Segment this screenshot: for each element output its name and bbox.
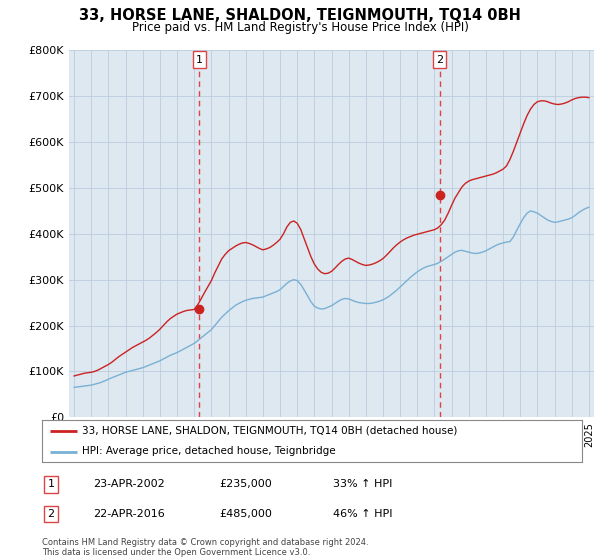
Text: 46% ↑ HPI: 46% ↑ HPI — [333, 509, 392, 519]
Text: Price paid vs. HM Land Registry's House Price Index (HPI): Price paid vs. HM Land Registry's House … — [131, 21, 469, 34]
Text: 23-APR-2002: 23-APR-2002 — [93, 479, 165, 489]
Text: 2: 2 — [47, 509, 55, 519]
Text: £235,000: £235,000 — [219, 479, 272, 489]
Text: 1: 1 — [196, 54, 203, 64]
Text: 33, HORSE LANE, SHALDON, TEIGNMOUTH, TQ14 0BH (detached house): 33, HORSE LANE, SHALDON, TEIGNMOUTH, TQ1… — [83, 426, 458, 436]
Text: 2: 2 — [436, 54, 443, 64]
Text: 33, HORSE LANE, SHALDON, TEIGNMOUTH, TQ14 0BH: 33, HORSE LANE, SHALDON, TEIGNMOUTH, TQ1… — [79, 8, 521, 24]
Text: Contains HM Land Registry data © Crown copyright and database right 2024.
This d: Contains HM Land Registry data © Crown c… — [42, 538, 368, 557]
Text: 1: 1 — [47, 479, 55, 489]
Text: 33% ↑ HPI: 33% ↑ HPI — [333, 479, 392, 489]
Text: £485,000: £485,000 — [219, 509, 272, 519]
Text: 22-APR-2016: 22-APR-2016 — [93, 509, 165, 519]
Text: HPI: Average price, detached house, Teignbridge: HPI: Average price, detached house, Teig… — [83, 446, 336, 456]
